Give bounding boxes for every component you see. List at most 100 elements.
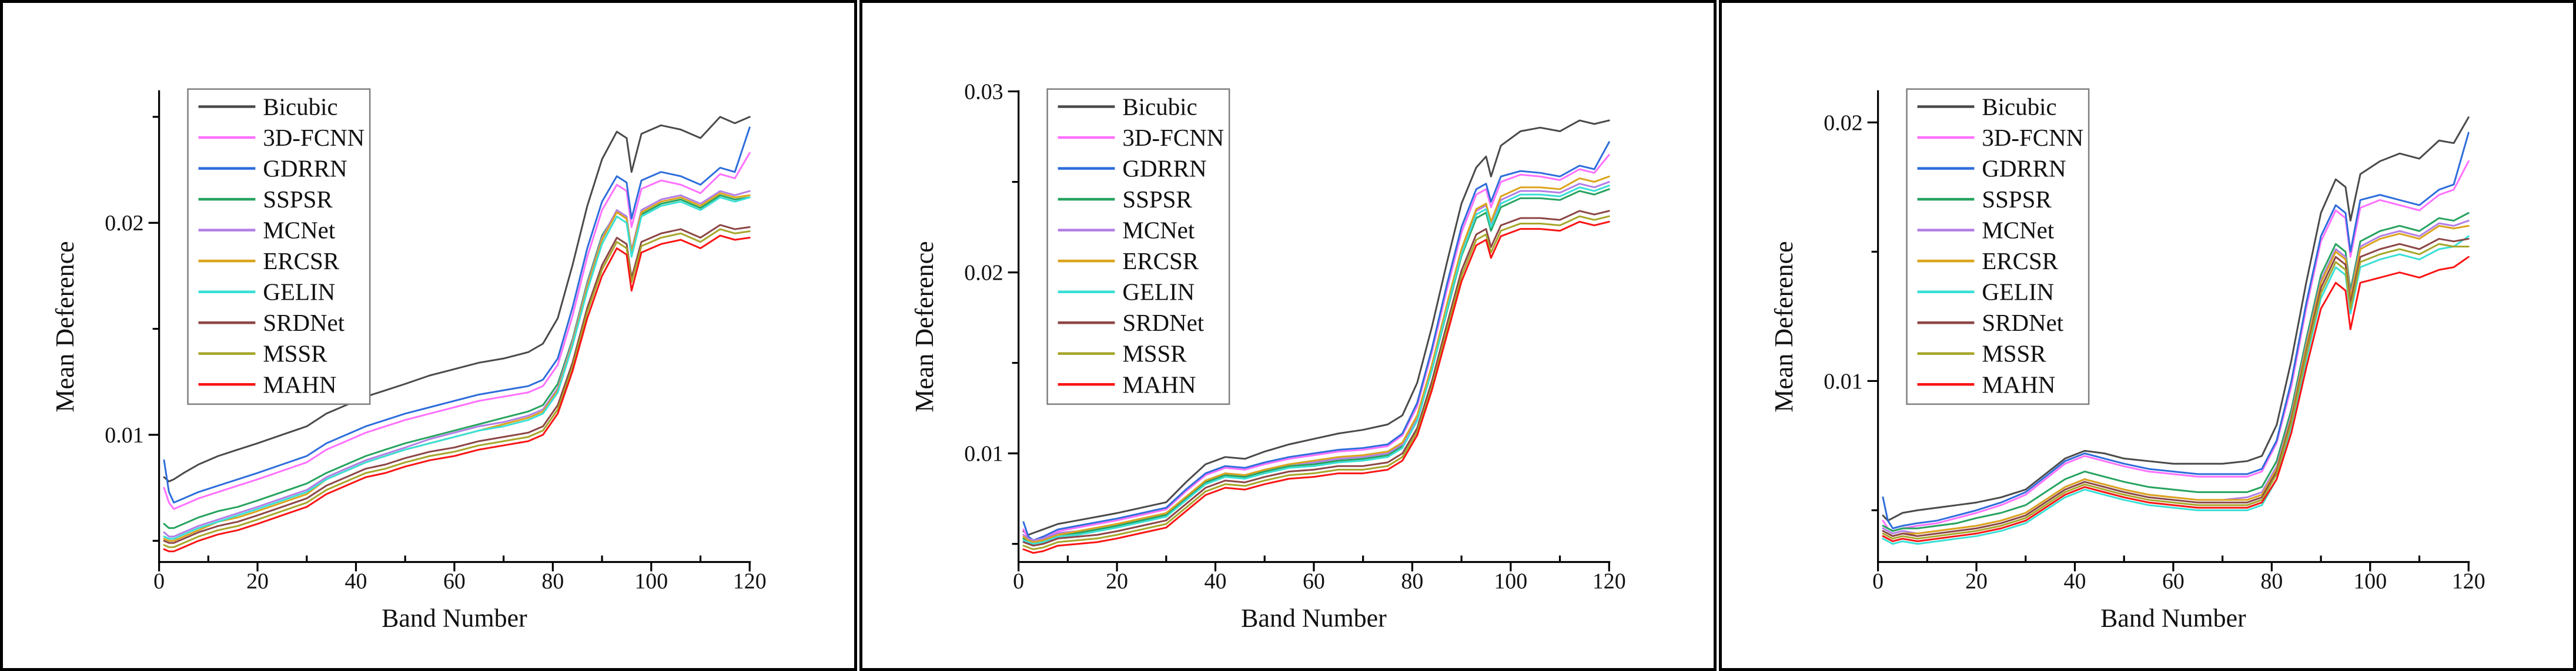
- series-line-gelin: [1882, 235, 2470, 545]
- y-tick-label: 0.01: [105, 423, 143, 448]
- series-lines: [1022, 119, 1610, 554]
- legend-box: [1906, 88, 2090, 405]
- series-lines: [163, 116, 751, 552]
- legend-label-mssr: MSSR: [1982, 341, 2046, 367]
- x-tick-label: 40: [1205, 569, 1227, 593]
- x-tick-label: 100: [1494, 569, 1527, 593]
- series-line-mssr: [1022, 215, 1610, 551]
- series-line-mcnet: [163, 190, 751, 538]
- axes: [1008, 90, 1611, 572]
- x-tick-label: 60: [1303, 569, 1325, 593]
- series-line-srdnet: [1882, 237, 2470, 537]
- legend-label-gelin: GELIN: [1982, 279, 2054, 306]
- legend-label-mahn: MAHN: [1982, 371, 2055, 398]
- axes: [1867, 90, 2470, 572]
- chart-panel-right: 0 20 40 60 80 100 120 0.01 0.02 Band Number Mean D…: [1719, 0, 2576, 671]
- x-tick-label: 40: [345, 569, 367, 593]
- x-tick-label: 100: [634, 569, 668, 593]
- x-tick-label: 40: [2064, 569, 2086, 593]
- legend-label-mssr: MSSR: [1122, 341, 1187, 367]
- series-line-srdnet: [163, 224, 751, 544]
- legend-label-sspsr: SSPSR: [1122, 186, 1192, 213]
- legend-label-mahn: MAHN: [1122, 371, 1196, 398]
- series-line-bicubic: [1882, 116, 2470, 522]
- series-line-ercsr: [1022, 175, 1610, 543]
- legend-label-3d-fcnn: 3D-FCNN: [1982, 125, 2083, 151]
- x-tick-label: 0: [153, 569, 165, 593]
- legend-label-bicubic: Bicubic: [263, 94, 337, 120]
- series-line-gdrrn: [1882, 132, 2470, 529]
- legend-label-mahn: MAHN: [263, 371, 336, 398]
- x-tick-label: 0: [1872, 569, 1884, 593]
- legend: Bicubic 3D-FCNN GDRRN SSPSR MCNet ERCSR GELIN S…: [1046, 88, 1230, 405]
- x-tick-label: 60: [2162, 569, 2184, 593]
- series-line-ercsr: [1882, 224, 2470, 537]
- legend-label-srdnet: SRDNet: [1122, 310, 1204, 336]
- legend: Bicubic 3D-FCNN GDRRN SSPSR MCNet ERCSR GELIN S…: [187, 88, 371, 405]
- line-chart-left: 0 20 40 60 80 100 120 0.01 0.02 Band Number Mean D…: [51, 88, 767, 632]
- y-tick-label: 0.02: [964, 261, 1003, 286]
- series-line-gelin: [163, 196, 751, 540]
- legend-label-3d-fcnn: 3D-FCNN: [1122, 125, 1224, 151]
- legend-box: [1046, 88, 1230, 405]
- legend-label-sspsr: SSPSR: [1982, 186, 2052, 213]
- series-line-bicubic: [1022, 119, 1610, 536]
- x-tick-label: 20: [246, 569, 269, 593]
- x-tick-label: 80: [541, 569, 564, 593]
- legend-label-gdrrn: GDRRN: [263, 156, 347, 182]
- legend-label-gelin: GELIN: [1122, 279, 1195, 306]
- series-line-gdrrn: [163, 126, 751, 504]
- legend-label-srdnet: SRDNet: [1982, 310, 2063, 336]
- chart-panel-middle: 0 20 40 60 80 100 120 0.01 0.02 0.03 Band Number Me…: [859, 0, 1717, 671]
- x-axis-title: Band Number: [2100, 603, 2246, 632]
- tick-labels: 0 20 40 60 80 100 120 0.01 0.02: [105, 211, 766, 593]
- series-line-3d-fcnn: [163, 152, 751, 510]
- legend-label-gdrrn: GDRRN: [1122, 156, 1206, 182]
- legend-label-ercsr: ERCSR: [263, 248, 339, 274]
- series-line-sspsr: [163, 194, 751, 529]
- y-axis-title: Mean Deference: [910, 241, 939, 412]
- series-line-sspsr: [1882, 212, 2470, 532]
- series-lines: [1882, 116, 2470, 545]
- y-tick-label: 0.03: [964, 80, 1003, 105]
- legend-label-3d-fcnn: 3D-FCNN: [263, 125, 364, 151]
- legend-label-bicubic: Bicubic: [1982, 94, 2056, 120]
- x-axis-title: Band Number: [1241, 603, 1387, 632]
- series-line-3d-fcnn: [1882, 160, 2470, 532]
- series-line-sspsr: [1022, 188, 1610, 543]
- x-tick-label: 80: [2260, 569, 2283, 593]
- series-line-srdnet: [1022, 210, 1610, 547]
- axes: [148, 90, 751, 572]
- legend-label-gdrrn: GDRRN: [1982, 156, 2066, 182]
- y-tick-label: 0.02: [105, 211, 143, 236]
- chart-panel-left: 0 20 40 60 80 100 120 0.01 0.02 Band Number Mean D…: [0, 0, 857, 671]
- legend-label-ercsr: ERCSR: [1122, 248, 1199, 274]
- y-tick-label: 0.01: [1824, 369, 1862, 394]
- y-axis-title: Mean Deference: [51, 241, 79, 412]
- series-line-gdrrn: [1022, 141, 1610, 542]
- x-tick-label: 80: [1401, 569, 1423, 593]
- legend-label-mcnet: MCNet: [263, 217, 335, 244]
- legend-label-mcnet: MCNet: [1122, 217, 1195, 244]
- series-line-mahn: [1022, 220, 1610, 554]
- series-line-mssr: [1882, 243, 2470, 540]
- x-tick-label: 60: [443, 569, 466, 593]
- x-tick-label: 100: [2353, 569, 2387, 593]
- series-line-3d-fcnn: [1022, 153, 1610, 542]
- line-chart-right: 0 20 40 60 80 100 120 0.01 0.02 Band Number Mean D…: [1769, 88, 2485, 632]
- series-line-bicubic: [163, 116, 751, 482]
- series-line-mahn: [1882, 256, 2470, 542]
- tick-labels: 0 20 40 60 80 100 120 0.01 0.02 0.03: [964, 80, 1625, 594]
- y-axis-title: Mean Deference: [1769, 241, 1798, 412]
- legend-label-gelin: GELIN: [263, 279, 335, 306]
- x-tick-label: 20: [1965, 569, 1988, 593]
- x-tick-label: 120: [2452, 569, 2485, 593]
- y-tick-label: 0.02: [1824, 110, 1862, 135]
- legend-label-mcnet: MCNet: [1982, 217, 2054, 244]
- legend-label-ercsr: ERCSR: [1982, 248, 2058, 274]
- tick-labels: 0 20 40 60 80 100 120 0.01 0.02: [1824, 110, 2485, 593]
- legend-label-mssr: MSSR: [263, 341, 327, 367]
- x-tick-label: 20: [1106, 569, 1128, 593]
- x-tick-label: 120: [733, 569, 767, 593]
- x-tick-label: 0: [1013, 569, 1024, 593]
